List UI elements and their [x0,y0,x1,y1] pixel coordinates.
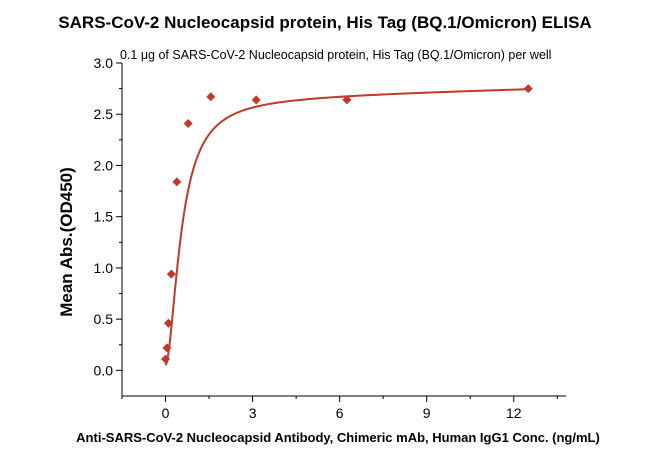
x-tick-label: 12 [506,405,522,421]
y-tick-label: 2.5 [94,106,114,122]
data-point [163,318,173,328]
x-axis-label: Anti-SARS-CoV-2 Nucleocapsid Antibody, C… [76,430,600,445]
data-point [523,84,533,94]
axes [121,63,566,397]
data-points [161,84,533,364]
data-point [166,269,176,279]
data-point [172,177,182,187]
chart-title: SARS-CoV-2 Nucleocapsid protein, His Tag… [58,13,591,32]
y-tick-label: 2.0 [94,157,114,173]
x-tick-label: 0 [162,405,170,421]
y-axis-label: Mean Abs.(OD450) [57,167,76,317]
x-ticks: 0 3 6 9 12 [121,396,558,421]
y-tick-label: 0.0 [94,362,114,378]
data-point [183,118,193,128]
x-tick-label: 9 [423,405,431,421]
data-point [342,95,352,105]
chart-subtitle: 0.1 μg of SARS-CoV-2 Nucleocapsid protei… [120,48,551,62]
fit-curve [164,88,529,366]
y-tick-label: 1.5 [94,209,114,225]
data-point [162,343,172,353]
data-point [206,92,216,102]
y-tick-label: 0.5 [94,311,114,327]
y-tick-label: 1.0 [94,260,114,276]
y-ticks: 0.0 0.5 1.0 1.5 2.0 2.5 3.0 [94,55,122,378]
x-tick-label: 6 [336,405,344,421]
x-tick-label: 3 [249,405,257,421]
y-tick-label: 3.0 [94,55,114,71]
data-point [251,95,261,105]
data-point [161,354,171,364]
